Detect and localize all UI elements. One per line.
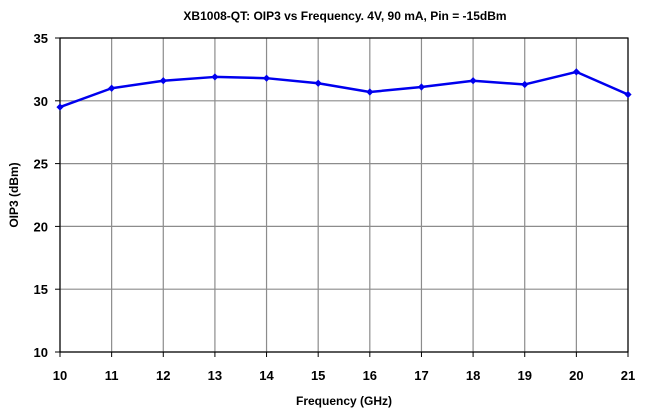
data-point (469, 77, 477, 85)
x-tick-label: 18 (466, 368, 480, 383)
axis-ticks (55, 37, 629, 357)
x-tick-label: 14 (259, 368, 274, 383)
data-point (262, 74, 271, 82)
x-axis-label: Frequency (GHz) (296, 394, 392, 408)
y-axis-label: OIP3 (dBm) (7, 162, 21, 227)
data-point (211, 73, 219, 81)
x-tick-label: 13 (208, 368, 222, 383)
y-tick-label: 20 (34, 219, 48, 234)
data-point (521, 80, 529, 89)
data-point (366, 88, 374, 96)
y-tick-label: 15 (34, 282, 48, 297)
y-tick-label: 35 (34, 31, 48, 46)
series-line (59, 70, 629, 109)
y-tick-label: 10 (34, 345, 48, 360)
plot-area-border (59, 37, 629, 353)
x-tick-label: 21 (621, 368, 635, 383)
x-tick-label: 20 (569, 368, 583, 383)
x-tick-label: 19 (517, 368, 531, 383)
data-point (417, 83, 426, 91)
y-tick-label: 30 (34, 94, 48, 109)
data-point (56, 103, 64, 111)
x-tick-label: 17 (414, 368, 428, 383)
x-tick-label: 10 (53, 368, 67, 383)
y-tick-label: 25 (34, 157, 48, 172)
x-tick-labels: 10 11 12 13 14 15 16 17 18 19 20 21 (53, 368, 635, 383)
data-point (572, 68, 580, 76)
y-tick-labels: 10 15 20 25 30 35 (34, 31, 48, 360)
data-point (108, 84, 116, 92)
chart-title: XB1008-QT: OIP3 vs Frequency. 4V, 90 mA,… (183, 9, 506, 23)
data-point (624, 90, 632, 99)
series-group (56, 68, 632, 111)
grid (59, 37, 629, 353)
x-tick-label: 12 (156, 368, 170, 383)
x-tick-label: 11 (105, 368, 119, 383)
x-tick-label: 15 (311, 368, 325, 383)
x-tick-label: 16 (363, 368, 377, 383)
data-point (159, 77, 167, 85)
data-point (314, 79, 322, 87)
